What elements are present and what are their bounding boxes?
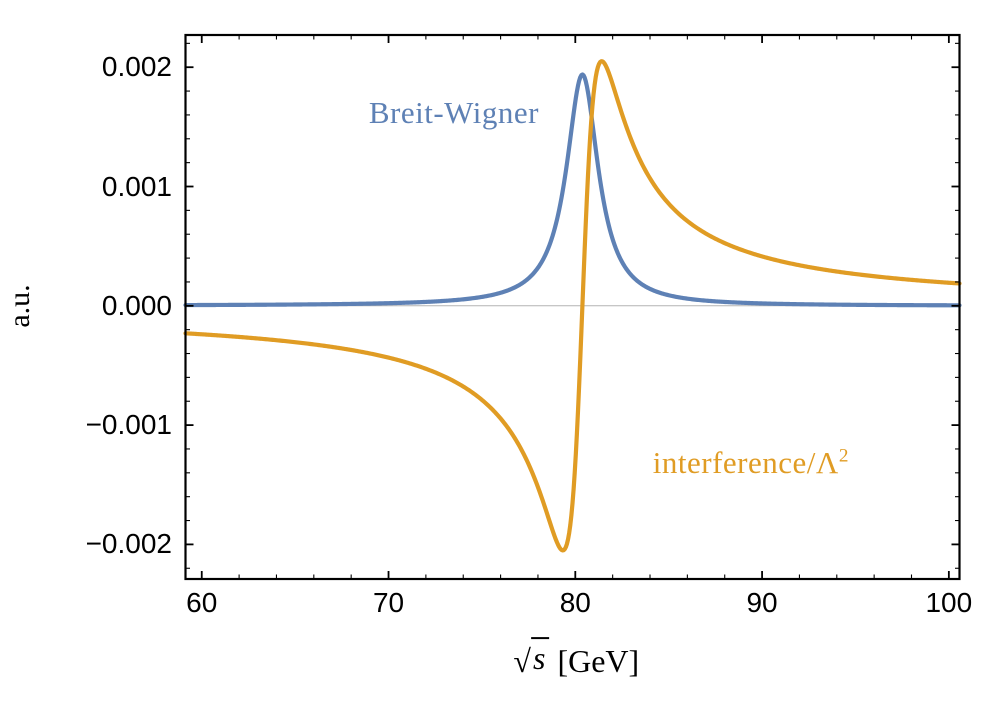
plot-frame [184,33,961,581]
y-axis-title: a.u. [3,284,36,328]
y-tick-label: 0.000 [101,289,172,321]
x-tick-label: 80 [559,587,591,618]
x-tick-label: 100 [925,587,973,618]
y-tick-label: −0.002 [85,528,172,560]
series-label-breit-wigner: Breit-Wigner [369,95,539,131]
series-label-breit-wigner-text: Breit-Wigner [368,94,539,130]
sqrt-s-variable: s [530,637,550,677]
superscript-2: 2 [838,445,849,467]
x-tick-label: 90 [746,587,778,618]
y-tick-label: −0.001 [85,409,172,441]
x-axis-title: √s [GeV] [513,637,640,680]
series-curve-interference [183,59,962,553]
series-label-interference-text: interference/Λ [652,445,839,481]
sqrt-radical-icon: √ [513,643,531,680]
x-tick-label: 70 [372,587,405,618]
series-label-interference: interference/Λ2 [653,445,849,481]
y-tick-label: 0.002 [101,51,172,83]
y-tick-label: 0.001 [101,170,172,202]
x-axis-unit: [GeV] [557,643,640,680]
x-tick-label: 60 [186,587,218,618]
series-curve-breit-wigner [183,72,962,308]
